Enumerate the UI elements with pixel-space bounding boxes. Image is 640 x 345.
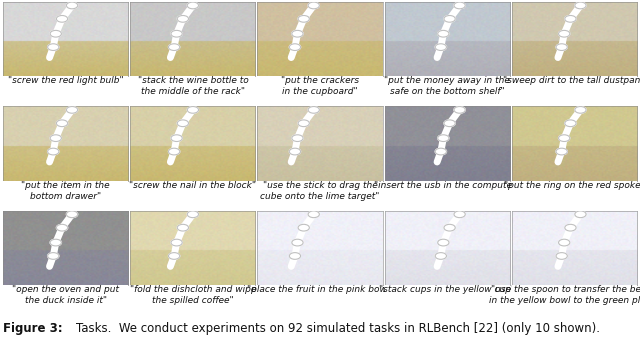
Circle shape [454,211,465,218]
Circle shape [56,16,68,22]
Text: "use the stick to drag the
cube onto the lime target": "use the stick to drag the cube onto the… [260,180,380,201]
Text: "screw the red light bulb": "screw the red light bulb" [8,76,124,85]
Circle shape [177,16,189,22]
Circle shape [47,253,59,259]
Text: Figure 3:: Figure 3: [3,322,67,335]
Circle shape [444,16,455,22]
Circle shape [292,239,303,246]
Circle shape [171,135,182,141]
Circle shape [171,239,182,246]
Text: "put the money away in the
safe on the bottom shelf": "put the money away in the safe on the b… [384,76,510,96]
Text: "insert the usb in the computer": "insert the usb in the computer" [374,180,520,190]
Circle shape [575,2,586,9]
Circle shape [308,2,319,9]
Circle shape [56,120,68,127]
Circle shape [556,253,567,259]
Circle shape [559,30,570,37]
Circle shape [435,148,447,155]
Circle shape [56,224,68,231]
Text: "sweep dirt to the tall dustpan": "sweep dirt to the tall dustpan" [504,76,640,85]
Circle shape [575,107,586,113]
Circle shape [188,2,198,9]
Circle shape [177,224,189,231]
Circle shape [292,30,303,37]
Circle shape [438,135,449,141]
Circle shape [289,44,301,50]
Text: "use the spoon to transfer the beans
in the yellow bowl to the green plate": "use the spoon to transfer the beans in … [489,285,640,305]
Circle shape [67,107,77,113]
Text: "place the fruit in the pink bowl": "place the fruit in the pink bowl" [247,285,393,294]
Circle shape [188,107,198,113]
Circle shape [298,16,309,22]
Circle shape [435,253,447,259]
Text: "fold the dishcloth and wipe
the spilled coffee": "fold the dishcloth and wipe the spilled… [130,285,256,305]
Text: "put the crackers
in the cupboard": "put the crackers in the cupboard" [281,76,359,96]
Text: "stack cups in the yellow cup": "stack cups in the yellow cup" [379,285,515,294]
Circle shape [188,211,198,218]
Text: "stack the wine bottle to
the middle of the rack": "stack the wine bottle to the middle of … [138,76,248,96]
Circle shape [171,30,182,37]
Circle shape [556,44,567,50]
Circle shape [50,30,61,37]
Circle shape [50,135,61,141]
Circle shape [292,135,303,141]
Circle shape [47,44,59,50]
Circle shape [435,44,447,50]
Text: "screw the nail in the block": "screw the nail in the block" [129,180,257,190]
Circle shape [47,148,59,155]
Text: "put the item in the
bottom drawer": "put the item in the bottom drawer" [22,180,110,201]
Circle shape [50,239,61,246]
Circle shape [559,135,570,141]
Circle shape [454,2,465,9]
Circle shape [168,253,180,259]
Circle shape [438,239,449,246]
Circle shape [177,120,189,127]
Circle shape [556,148,567,155]
Circle shape [67,211,77,218]
Text: "open the oven and put
the duck inside it": "open the oven and put the duck inside i… [12,285,119,305]
Circle shape [454,107,465,113]
Circle shape [308,211,319,218]
Circle shape [168,44,180,50]
Circle shape [438,30,449,37]
Circle shape [298,224,309,231]
Circle shape [67,2,77,9]
Text: "put the ring on the red spoke": "put the ring on the red spoke" [504,180,640,190]
Circle shape [444,224,455,231]
Circle shape [559,239,570,246]
Circle shape [565,16,576,22]
Circle shape [575,211,586,218]
Circle shape [168,148,180,155]
Circle shape [444,120,455,127]
Circle shape [298,120,309,127]
Circle shape [289,253,301,259]
Circle shape [565,224,576,231]
Circle shape [565,120,576,127]
Circle shape [289,148,301,155]
Circle shape [308,107,319,113]
Text: Tasks.  We conduct experiments on 92 simulated tasks in RLBench [22] (only 10 sh: Tasks. We conduct experiments on 92 simu… [76,322,600,335]
